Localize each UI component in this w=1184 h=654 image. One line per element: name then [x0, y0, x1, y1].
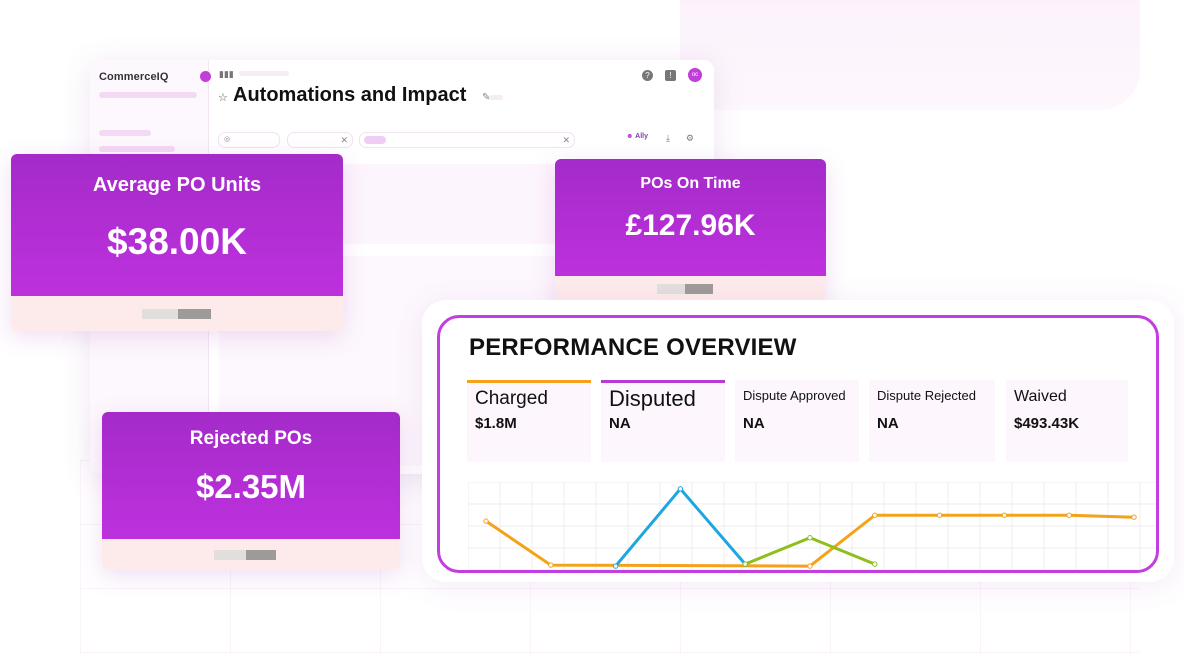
kpi-card-rejected-pos[interactable]: Rejected POs $2.35M	[102, 412, 400, 570]
kpi-value: $2.35M	[195, 468, 307, 505]
page-title: Automations and Impact	[233, 84, 467, 106]
kpi-footer	[555, 276, 826, 301]
data-point[interactable]	[1131, 514, 1137, 520]
tile-accent	[601, 380, 725, 383]
data-point[interactable]	[1001, 512, 1008, 518]
tile-name: Charged	[475, 388, 548, 409]
kpi-card-pos-on-time[interactable]: POs On Time £127.96K	[555, 159, 826, 301]
footer-pill	[214, 549, 246, 560]
filter-tag	[364, 136, 386, 144]
data-point[interactable]	[872, 512, 878, 518]
kpi-label: Average PO Units	[92, 174, 262, 196]
help-icon[interactable]: ?	[642, 69, 653, 81]
tile-disputed[interactable]: Disputed NA	[601, 380, 725, 462]
tile-charged[interactable]: Charged $1.8M	[467, 380, 591, 462]
calendar-icon: ◎	[224, 136, 231, 143]
kpi-footer	[11, 296, 343, 331]
data-point[interactable]	[1066, 512, 1072, 518]
star-icon[interactable]: ☆	[218, 92, 228, 104]
kpi-footer	[102, 539, 400, 570]
kpi-header: Average PO Units $38.00K	[11, 154, 343, 296]
kpi-header: POs On Time £127.96K	[555, 159, 826, 276]
tile-value: NA	[743, 415, 765, 432]
tile-value: NA	[609, 415, 631, 432]
avatar[interactable]: oc	[688, 68, 702, 82]
top-toolbar: ? ! oc	[642, 68, 702, 82]
background-wash	[680, 0, 1140, 110]
tile-name: Disputed	[609, 386, 696, 411]
series-line-0	[485, 513, 1135, 568]
data-point[interactable]	[548, 562, 554, 568]
data-point[interactable]	[483, 518, 489, 524]
feedback-icon[interactable]: !	[665, 69, 676, 81]
brand-logo: CommerceIQ	[99, 71, 169, 83]
kpi-card-average-po-units[interactable]: Average PO Units $38.00K	[11, 154, 343, 331]
performance-overview-card: PERFORMANCE OVERVIEW Charged $1.8M Dispu…	[437, 315, 1159, 573]
data-point[interactable]	[677, 486, 684, 492]
kpi-value: $38.00K	[107, 221, 247, 262]
filter-chip-wide[interactable]: ✕	[359, 132, 575, 148]
sidebar-item[interactable]	[99, 130, 151, 136]
tile-accent	[467, 380, 591, 383]
footer-pill	[685, 283, 713, 294]
series-line-1	[614, 487, 747, 568]
sidebar-item[interactable]	[99, 146, 175, 152]
edit-icon[interactable]: ✎	[482, 92, 491, 103]
download-icon[interactable]: ⤓	[666, 133, 670, 143]
breadcrumb[interactable]	[239, 71, 289, 76]
data-point[interactable]	[612, 563, 619, 569]
tile-name: Dispute Rejected	[877, 388, 976, 403]
tile-dispute-approved[interactable]: Dispute Approved NA	[735, 380, 859, 462]
data-point[interactable]	[872, 561, 878, 567]
kpi-value: £127.96K	[625, 209, 756, 242]
settings-icon[interactable]: ⚙	[685, 133, 694, 143]
filter-chip[interactable]: ✕	[287, 132, 353, 148]
data-point[interactable]	[936, 512, 943, 518]
tile-waived[interactable]: Waived $493.43K	[1006, 380, 1128, 462]
clear-filter-icon[interactable]: ✕	[562, 135, 570, 145]
kpi-label: POs On Time	[640, 175, 741, 192]
tile-name: Dispute Approved	[743, 388, 846, 403]
performance-line-chart	[468, 482, 1156, 570]
title-meta	[489, 95, 503, 100]
tile-value: $1.8M	[475, 415, 517, 432]
data-point[interactable]	[807, 563, 813, 569]
tile-value: NA	[877, 415, 899, 432]
ally-button[interactable]: ☻ Ally	[626, 133, 648, 140]
kpi-label: Rejected POs	[189, 428, 313, 449]
footer-pill	[178, 308, 211, 319]
kpi-header: Rejected POs $2.35M	[102, 412, 400, 539]
footer-pill	[246, 549, 276, 560]
tile-dispute-rejected[interactable]: Dispute Rejected NA	[869, 380, 995, 462]
notification-badge[interactable]	[200, 71, 211, 82]
bar-chart-icon: ▮▮▮	[219, 69, 234, 79]
footer-pill	[657, 283, 685, 294]
sidebar-item[interactable]	[99, 92, 197, 98]
date-filter[interactable]: ◎	[218, 132, 280, 148]
performance-title: PERFORMANCE OVERVIEW	[469, 334, 797, 361]
tile-value: $493.43K	[1014, 415, 1080, 432]
data-point[interactable]	[807, 535, 813, 541]
clear-filter-icon[interactable]: ✕	[340, 135, 348, 145]
series-line-2	[744, 536, 876, 566]
footer-pill	[142, 308, 178, 319]
tile-name: Waived	[1014, 388, 1067, 405]
data-point[interactable]	[742, 561, 748, 567]
